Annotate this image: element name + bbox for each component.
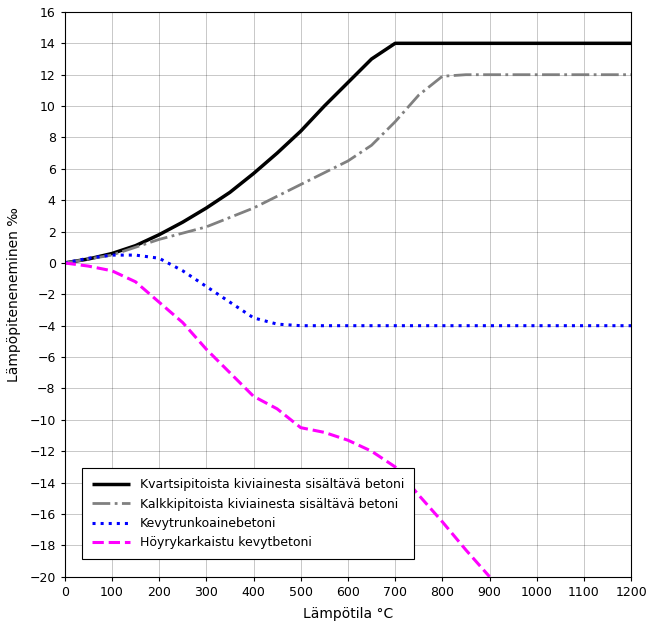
Kevytrunkoainebetoni [391, 322, 399, 330]
Kalkkipitoista kiviainesta sisältävä betoni [297, 181, 305, 188]
Kvartsipitoista kiviainesta sisältävä betoni [108, 250, 116, 257]
Kalkkipitoista kiviainesta sisältävä betoni [368, 141, 375, 149]
Kevytrunkoainebetoni [580, 322, 588, 330]
Kvartsipitoista kiviainesta sisältävä betoni [344, 78, 352, 86]
Kvartsipitoista kiviainesta sisältävä betoni [273, 149, 281, 157]
Höyrykarkaistu kevytbetoni [131, 278, 139, 286]
Kalkkipitoista kiviainesta sisältävä betoni [462, 71, 470, 78]
Kvartsipitoista kiviainesta sisältävä betoni [179, 219, 186, 226]
Kevytrunkoainebetoni [533, 322, 541, 330]
Kalkkipitoista kiviainesta sisältävä betoni [61, 259, 69, 267]
Kvartsipitoista kiviainesta sisältävä betoni [320, 102, 328, 110]
Höyrykarkaistu kevytbetoni [438, 518, 446, 526]
Kevytrunkoainebetoni [108, 251, 116, 259]
Kalkkipitoista kiviainesta sisältävä betoni [580, 71, 588, 78]
Kvartsipitoista kiviainesta sisältävä betoni [155, 231, 163, 239]
Kalkkipitoista kiviainesta sisältävä betoni [155, 236, 163, 243]
Kalkkipitoista kiviainesta sisältävä betoni [627, 71, 635, 78]
Höyrykarkaistu kevytbetoni [368, 447, 375, 455]
Höyrykarkaistu kevytbetoni [250, 392, 258, 400]
Kalkkipitoista kiviainesta sisältävä betoni [415, 91, 422, 99]
Kalkkipitoista kiviainesta sisältävä betoni [486, 71, 494, 78]
Kvartsipitoista kiviainesta sisältävä betoni [297, 127, 305, 135]
Kalkkipitoista kiviainesta sisältävä betoni [344, 157, 352, 165]
Höyrykarkaistu kevytbetoni [155, 298, 163, 306]
Kevytrunkoainebetoni [438, 322, 446, 330]
Kvartsipitoista kiviainesta sisältävä betoni [580, 40, 588, 47]
Kvartsipitoista kiviainesta sisältävä betoni [202, 204, 210, 212]
Kvartsipitoista kiviainesta sisältävä betoni [627, 40, 635, 47]
Kvartsipitoista kiviainesta sisältävä betoni [61, 259, 69, 267]
Line: Kalkkipitoista kiviainesta sisältävä betoni: Kalkkipitoista kiviainesta sisältävä bet… [65, 75, 631, 263]
Kevytrunkoainebetoni [131, 251, 139, 259]
Kevytrunkoainebetoni [250, 314, 258, 322]
Höyrykarkaistu kevytbetoni [462, 546, 470, 554]
Höyrykarkaistu kevytbetoni [84, 263, 92, 270]
Kalkkipitoista kiviainesta sisältävä betoni [250, 204, 258, 212]
Kevytrunkoainebetoni [273, 320, 281, 328]
Kevytrunkoainebetoni [202, 283, 210, 290]
Kvartsipitoista kiviainesta sisältävä betoni [226, 188, 234, 196]
Kvartsipitoista kiviainesta sisältävä betoni [368, 55, 375, 63]
Kvartsipitoista kiviainesta sisältävä betoni [131, 242, 139, 249]
X-axis label: Lämpötila °C: Lämpötila °C [303, 607, 393, 621]
Kvartsipitoista kiviainesta sisältävä betoni [250, 170, 258, 177]
Legend: Kvartsipitoista kiviainesta sisältävä betoni, Kalkkipitoista kiviainesta sisältä: Kvartsipitoista kiviainesta sisältävä be… [82, 468, 414, 559]
Höyrykarkaistu kevytbetoni [391, 463, 399, 470]
Kvartsipitoista kiviainesta sisältävä betoni [438, 40, 446, 47]
Kevytrunkoainebetoni [226, 298, 234, 306]
Kvartsipitoista kiviainesta sisältävä betoni [391, 40, 399, 47]
Line: Kvartsipitoista kiviainesta sisältävä betoni: Kvartsipitoista kiviainesta sisältävä be… [65, 43, 631, 263]
Höyrykarkaistu kevytbetoni [320, 428, 328, 436]
Kevytrunkoainebetoni [155, 254, 163, 262]
Höyrykarkaistu kevytbetoni [226, 369, 234, 377]
Kevytrunkoainebetoni [486, 322, 494, 330]
Höyrykarkaistu kevytbetoni [202, 345, 210, 353]
Höyrykarkaistu kevytbetoni [61, 259, 69, 267]
Höyrykarkaistu kevytbetoni [297, 424, 305, 431]
Kalkkipitoista kiviainesta sisältävä betoni [533, 71, 541, 78]
Kalkkipitoista kiviainesta sisältävä betoni [438, 72, 446, 80]
Kevytrunkoainebetoni [344, 322, 352, 330]
Kalkkipitoista kiviainesta sisältävä betoni [108, 251, 116, 259]
Kvartsipitoista kiviainesta sisältävä betoni [486, 40, 494, 47]
Höyrykarkaistu kevytbetoni [486, 573, 494, 580]
Kevytrunkoainebetoni [179, 267, 186, 274]
Höyrykarkaistu kevytbetoni [344, 436, 352, 444]
Line: Kevytrunkoainebetoni: Kevytrunkoainebetoni [65, 255, 631, 326]
Höyrykarkaistu kevytbetoni [415, 491, 422, 499]
Kvartsipitoista kiviainesta sisältävä betoni [533, 40, 541, 47]
Kevytrunkoainebetoni [61, 259, 69, 267]
Kevytrunkoainebetoni [627, 322, 635, 330]
Kalkkipitoista kiviainesta sisältävä betoni [202, 223, 210, 230]
Kevytrunkoainebetoni [84, 254, 92, 262]
Kevytrunkoainebetoni [297, 322, 305, 330]
Höyrykarkaistu kevytbetoni [273, 405, 281, 413]
Höyrykarkaistu kevytbetoni [108, 267, 116, 274]
Line: Höyrykarkaistu kevytbetoni: Höyrykarkaistu kevytbetoni [65, 263, 490, 577]
Kalkkipitoista kiviainesta sisältävä betoni [391, 118, 399, 126]
Höyrykarkaistu kevytbetoni [179, 319, 186, 327]
Kvartsipitoista kiviainesta sisältävä betoni [84, 255, 92, 263]
Y-axis label: Lämpöpiteneneminen ‰: Lämpöpiteneneminen ‰ [7, 207, 21, 382]
